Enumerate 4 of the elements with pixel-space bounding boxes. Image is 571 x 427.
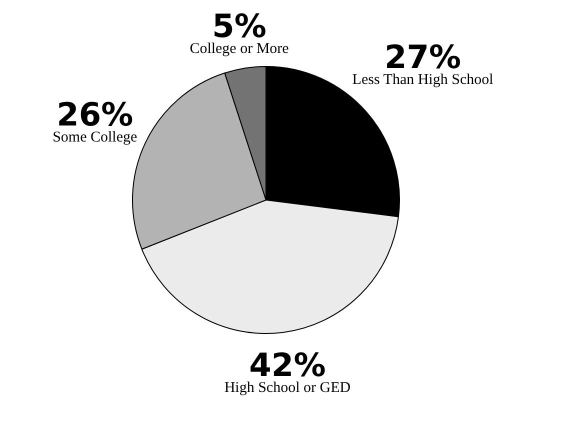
slice-label: Less Than High School xyxy=(352,72,494,88)
slice-label: College or More xyxy=(190,41,290,58)
slice-label: Some College xyxy=(52,129,138,146)
slice-label: High School or GED xyxy=(224,380,351,396)
